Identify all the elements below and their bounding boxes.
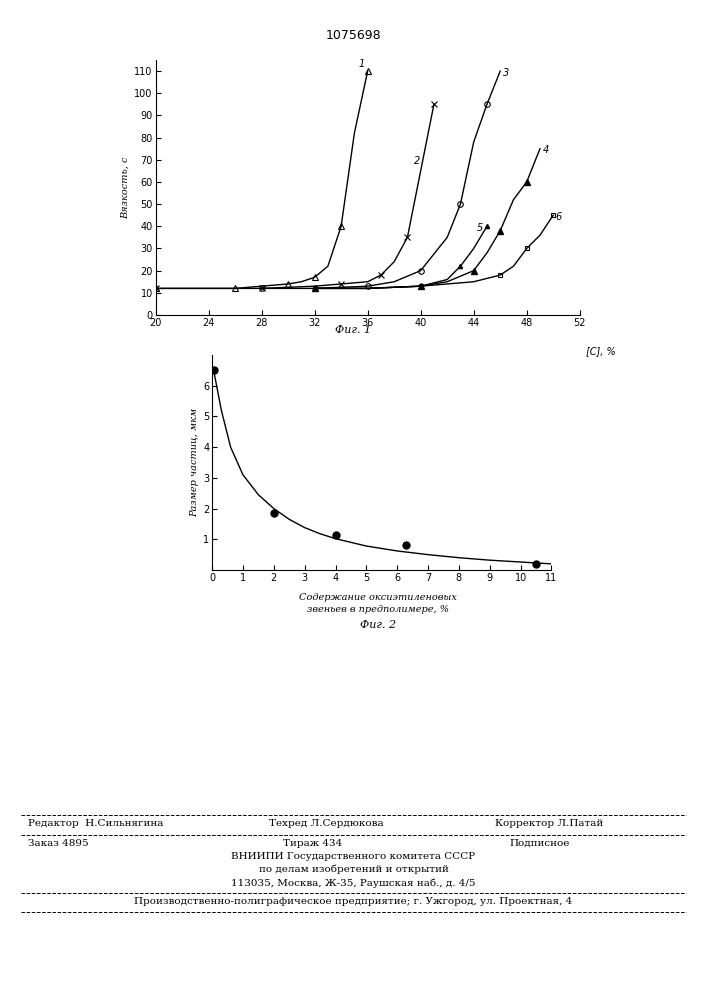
Text: [C], %: [C], %	[586, 346, 616, 356]
Text: Фиг. 2: Фиг. 2	[360, 620, 397, 630]
Text: Корректор Л.Патай: Корректор Л.Патай	[495, 819, 603, 828]
Text: 113035, Москва, Ж-35, Раушская наб., д. 4/5: 113035, Москва, Ж-35, Раушская наб., д. …	[231, 878, 476, 888]
Text: Содержание оксиэтиленовых: Содержание оксиэтиленовых	[299, 593, 457, 602]
Text: 1: 1	[358, 59, 365, 69]
Y-axis label: Размер частиц, мкм: Размер частиц, мкм	[190, 408, 199, 517]
Text: Тираж 434: Тираж 434	[283, 839, 342, 848]
Text: 1075698: 1075698	[326, 29, 381, 42]
Text: 4: 4	[543, 145, 549, 155]
Text: 5: 5	[477, 223, 483, 233]
Text: звеньев в предполимере, %: звеньев в предполимере, %	[308, 605, 449, 614]
Text: по делам изобретений и открытий: по делам изобретений и открытий	[259, 865, 448, 874]
Text: 2: 2	[414, 156, 420, 166]
Y-axis label: Вязкость, с: Вязкость, с	[121, 156, 130, 219]
Text: 3: 3	[503, 68, 509, 78]
Text: Редактор  Н.Сильнягина: Редактор Н.Сильнягина	[28, 819, 163, 828]
Text: Заказ 4895: Заказ 4895	[28, 839, 89, 848]
Text: Производственно-полиграфическое предприятие; г. Ужгород, ул. Проектная, 4: Производственно-полиграфическое предприя…	[134, 897, 573, 906]
Text: Техред Л.Сердюкова: Техред Л.Сердюкова	[269, 819, 383, 828]
Text: Подписное: Подписное	[509, 839, 569, 848]
Text: ВНИИПИ Государственного комитета СССР: ВНИИПИ Государственного комитета СССР	[231, 852, 476, 861]
Text: Фиг. 1: Фиг. 1	[335, 325, 372, 335]
Text: 6: 6	[556, 212, 562, 222]
